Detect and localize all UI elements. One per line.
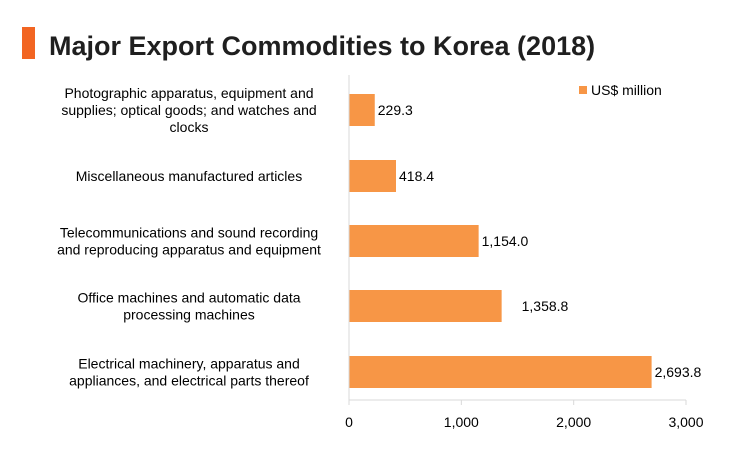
category-label-line: supplies; optical goods; and watches and: [61, 102, 316, 118]
x-tick-label: 3,000: [668, 414, 703, 430]
category-label: Photographic apparatus, equipment and sup…: [61, 85, 316, 135]
value-label: 2,693.8: [655, 364, 702, 380]
x-tick-label: 1,000: [444, 414, 479, 430]
category-label: Miscellaneous manufactured articles: [76, 168, 302, 184]
category-label-line: appliances, and electrical parts thereof: [69, 373, 309, 389]
value-labels-layer: 229.3 418.4 1,154.0 1,358.8 2,693.8: [378, 102, 702, 380]
bars-layer: [349, 94, 652, 388]
bar: [349, 225, 479, 257]
bar: [349, 160, 397, 192]
category-label-line: and reproducing apparatus and equipment: [57, 242, 321, 258]
legend-label: US$ million: [591, 82, 662, 98]
category-label-line: Miscellaneous manufactured articles: [76, 168, 302, 184]
value-label: 229.3: [378, 102, 413, 118]
legend-swatch: [579, 86, 587, 94]
title-accent-bar: [22, 27, 35, 59]
category-label: Office machines and automatic data proces…: [77, 290, 300, 323]
bar: [349, 94, 375, 126]
chart-title: Major Export Commodities to Korea (2018): [49, 31, 595, 61]
category-label-line: Electrical machinery, apparatus and: [78, 356, 300, 372]
legend: US$ million: [579, 82, 662, 98]
category-label: Telecommunications and sound recording an…: [57, 225, 321, 258]
category-label-line: processing machines: [123, 307, 255, 323]
bar: [349, 290, 502, 322]
x-tick-label: 0: [345, 414, 353, 430]
bar: [349, 356, 652, 388]
x-tick-label: 2,000: [556, 414, 591, 430]
category-label-line: Photographic apparatus, equipment and: [64, 85, 313, 101]
category-label-line: clocks: [170, 119, 209, 135]
category-label-line: Telecommunications and sound recording: [60, 225, 318, 241]
value-label: 1,358.8: [522, 298, 569, 314]
value-label: 418.4: [399, 168, 434, 184]
category-label: Electrical machinery, apparatus and appli…: [69, 356, 309, 389]
value-label: 1,154.0: [482, 233, 529, 249]
x-ticks-layer: 0 1,000 2,000 3,000: [345, 400, 704, 430]
category-labels-layer: Photographic apparatus, equipment and sup…: [57, 85, 321, 389]
category-label-line: Office machines and automatic data: [77, 290, 300, 306]
